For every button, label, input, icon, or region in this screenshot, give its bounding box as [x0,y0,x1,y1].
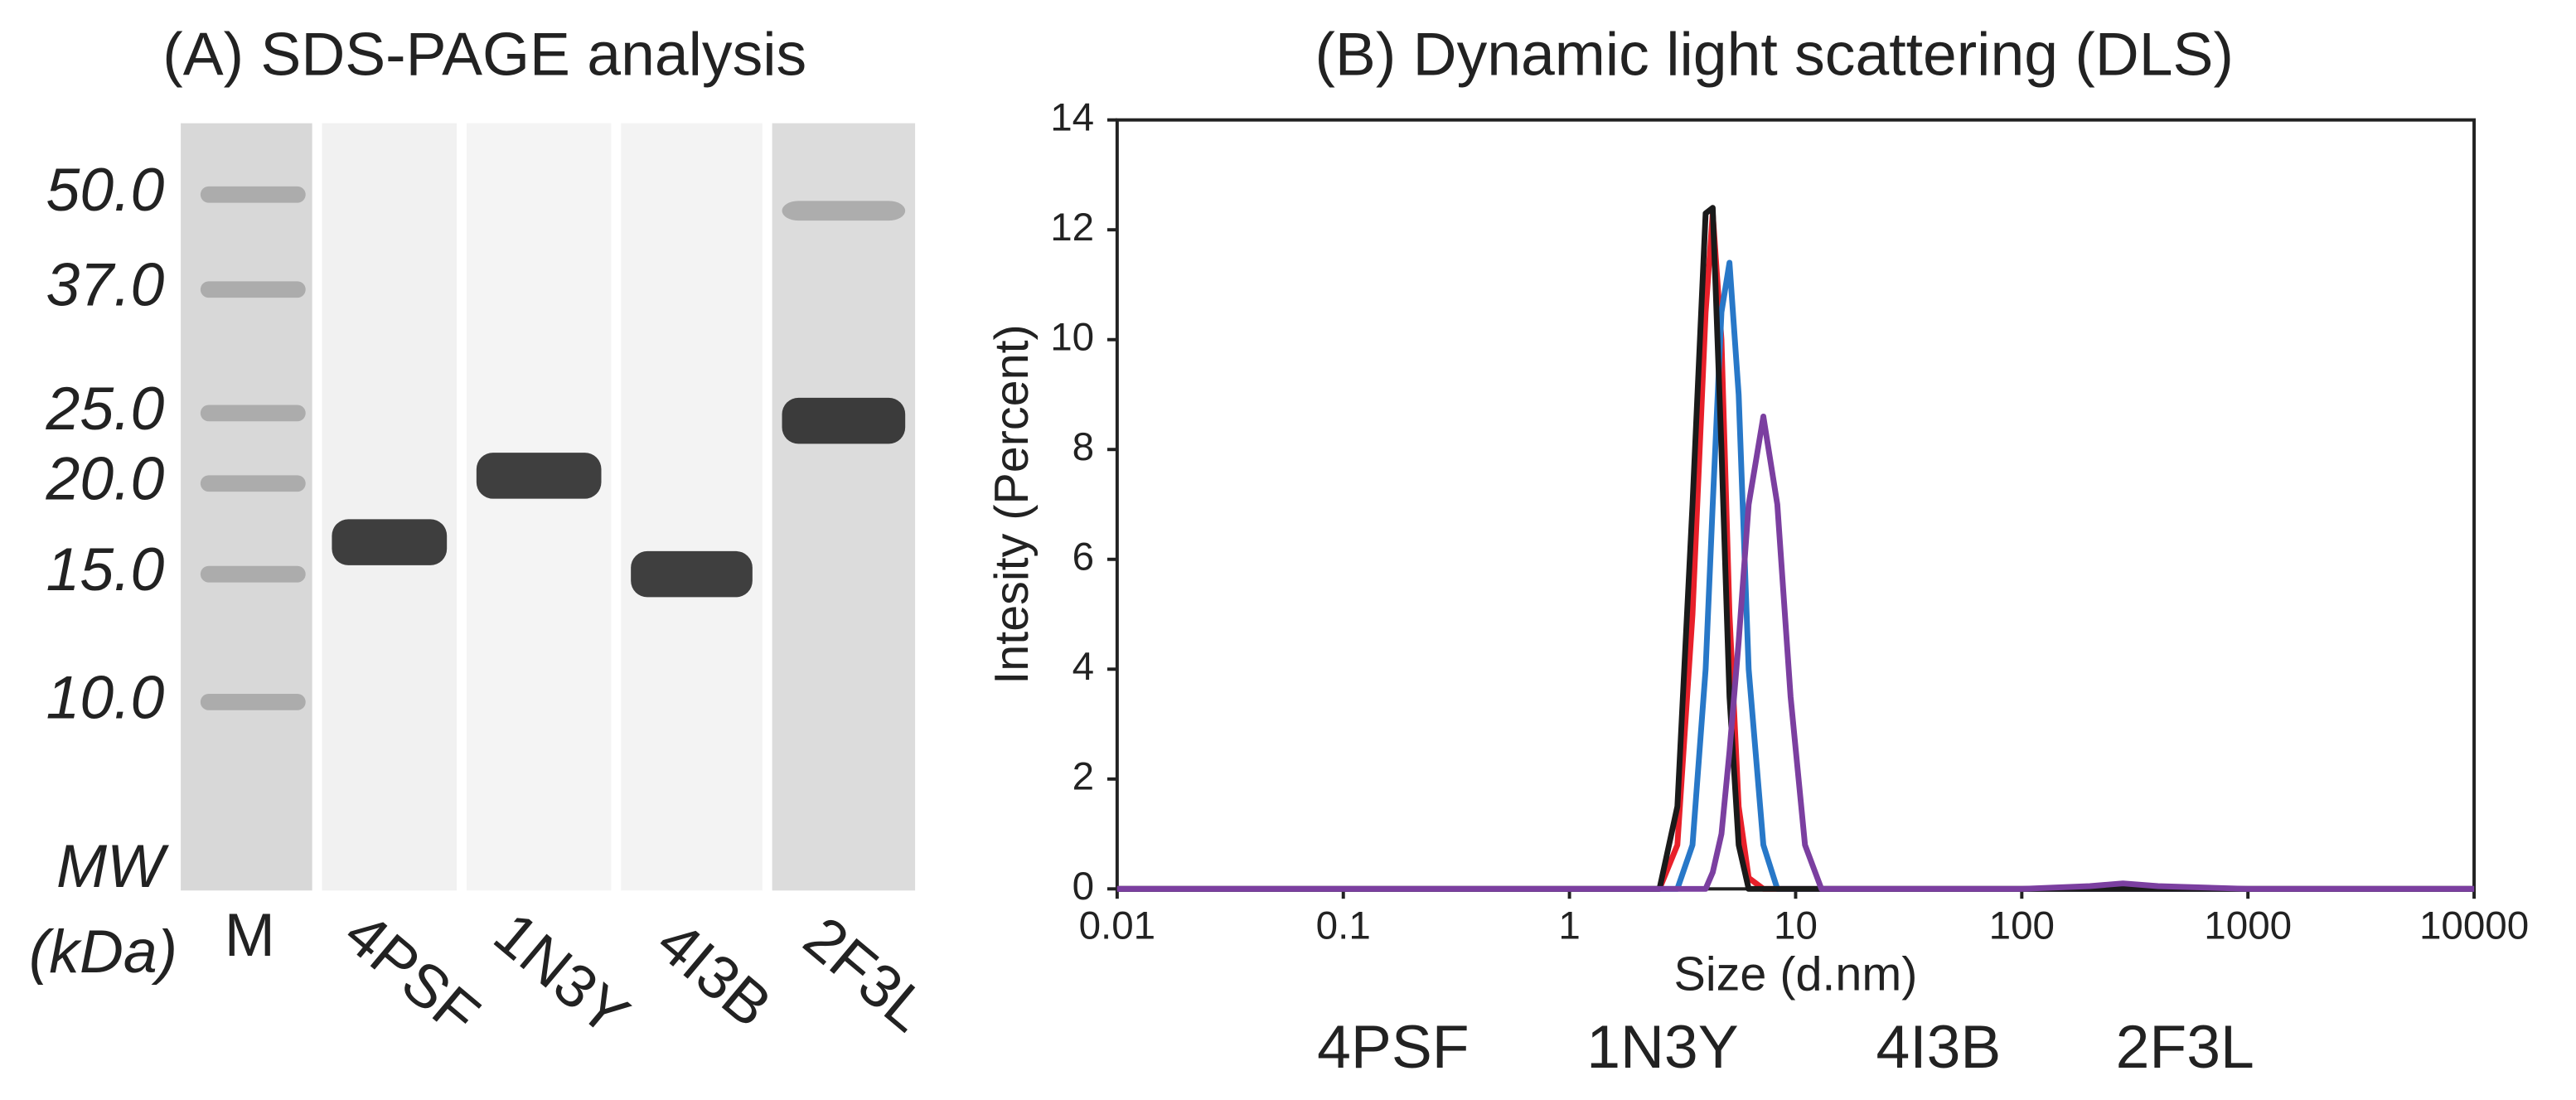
y-axis-label: (kDa) [29,918,177,986]
x-tick-label: 10000 [2419,904,2529,947]
x-tick-label: 0.01 [1079,904,1156,947]
marker-band [200,186,306,203]
y-tick-label: 2 [1073,754,1094,798]
y-tick-label: 50.0 [46,156,165,224]
x-tick-label: 10 [1774,904,1818,947]
series-line [1116,205,2475,892]
marker-band [200,565,306,583]
panel-title: (B) Dynamic light scattering (DLS) [1315,21,2234,89]
gel-lane [322,123,458,891]
legend-label: 1N3Y [1586,1013,1738,1081]
panel-title: (A) SDS-PAGE analysis [162,21,806,89]
legend-label: 4PSF [1317,1013,1469,1081]
lane-label: M [225,901,275,969]
marker-band [200,475,306,492]
y-tick-label: 20.0 [46,445,165,513]
marker-band [200,693,306,710]
y-tick-label: 15.0 [46,535,165,603]
y-axis-label: MW [56,832,169,900]
y-tick-label: 14 [1050,95,1094,139]
y-tick-label: 10 [1050,315,1094,359]
protein-band [476,453,602,499]
protein-band [782,201,906,221]
y-tick-label: 0 [1073,865,1094,909]
y-tick-label: 4 [1073,645,1094,689]
marker-band [200,405,306,422]
x-tick-label: 1 [1558,904,1580,947]
gel-lane [772,123,916,891]
legend-label: 4I3B [1876,1013,2001,1081]
gel-lane [621,123,763,891]
y-axis-label: Intesity (Percent) [985,324,1039,684]
y-tick-label: 6 [1073,535,1094,579]
protein-band [631,550,753,598]
y-tick-label: 37.0 [46,251,165,319]
series-line [1116,414,2475,892]
protein-band [332,519,448,565]
protein-band [782,397,906,444]
legend-label: 2F3L [2116,1013,2254,1081]
y-tick-label: 25.0 [46,375,165,443]
gel-lane [466,123,612,891]
x-axis-label: Size (d.nm) [1674,948,1918,1001]
x-tick-label: 1000 [2204,904,2292,947]
gel-lane [181,123,312,891]
marker-band [200,281,306,298]
y-tick-label: 12 [1050,206,1094,250]
x-tick-label: 0.1 [1316,904,1371,947]
y-tick-label: 8 [1073,425,1094,469]
y-tick-label: 10.0 [46,663,165,731]
x-tick-label: 100 [1989,904,2055,947]
